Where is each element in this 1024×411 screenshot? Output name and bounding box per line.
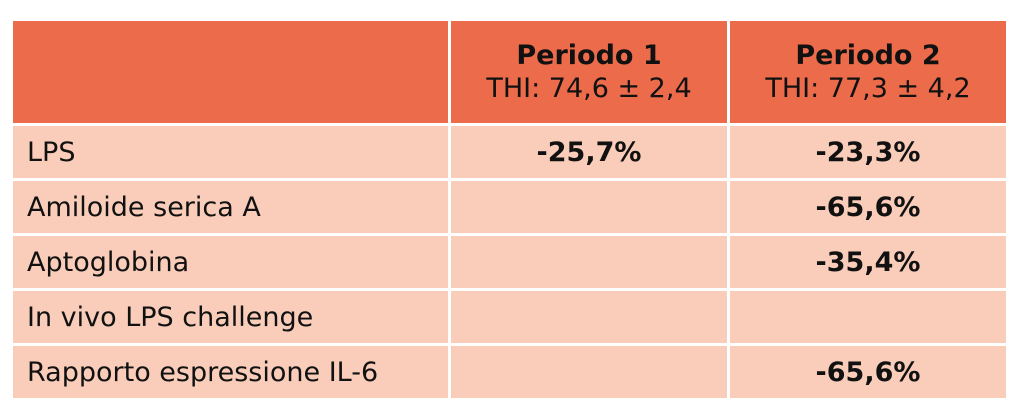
results-table: Periodo 1 THI: 74,6 ± 2,4 Periodo 2 THI: 77… bbox=[10, 18, 1009, 401]
header-cell bbox=[10, 18, 451, 126]
value-cell: -25,7% bbox=[448, 123, 730, 181]
empty-cell bbox=[448, 288, 730, 346]
value-cell: -65,6% bbox=[727, 343, 1009, 401]
table-row: Aptoglobina -35,4% bbox=[10, 233, 1009, 291]
header-cell: Periodo 2 THI: 77,3 ± 4,2 bbox=[727, 18, 1009, 126]
row-label: Aptoglobina bbox=[10, 233, 451, 291]
empty-cell bbox=[448, 233, 730, 291]
table-row: LPS -25,7% -23,3% bbox=[10, 123, 1009, 181]
row-label: Rapporto espressione IL-6 bbox=[10, 343, 451, 401]
empty-cell bbox=[448, 178, 730, 236]
column-title: Periodo 2 bbox=[795, 40, 941, 71]
empty-cell bbox=[448, 343, 730, 401]
table-row: In vivo LPS challenge bbox=[10, 288, 1009, 346]
table-row: Amiloide serica A -65,6% bbox=[10, 178, 1009, 236]
column-title: Periodo 1 bbox=[516, 40, 662, 71]
column-subtitle: THI: 74,6 ± 2,4 bbox=[486, 73, 692, 104]
header-cell: Periodo 1 THI: 74,6 ± 2,4 bbox=[448, 18, 730, 126]
row-label: In vivo LPS challenge bbox=[10, 288, 451, 346]
value-cell: -65,6% bbox=[727, 178, 1009, 236]
row-label: Amiloide serica A bbox=[10, 178, 451, 236]
empty-cell bbox=[727, 288, 1009, 346]
value-cell: -35,4% bbox=[727, 233, 1009, 291]
value-cell: -23,3% bbox=[727, 123, 1009, 181]
table-row: Rapporto espressione IL-6 -65,6% bbox=[10, 343, 1009, 401]
column-subtitle: THI: 77,3 ± 4,2 bbox=[765, 73, 971, 104]
row-label: LPS bbox=[10, 123, 451, 181]
header-row: Periodo 1 THI: 74,6 ± 2,4 Periodo 2 THI: 77… bbox=[10, 18, 1009, 126]
